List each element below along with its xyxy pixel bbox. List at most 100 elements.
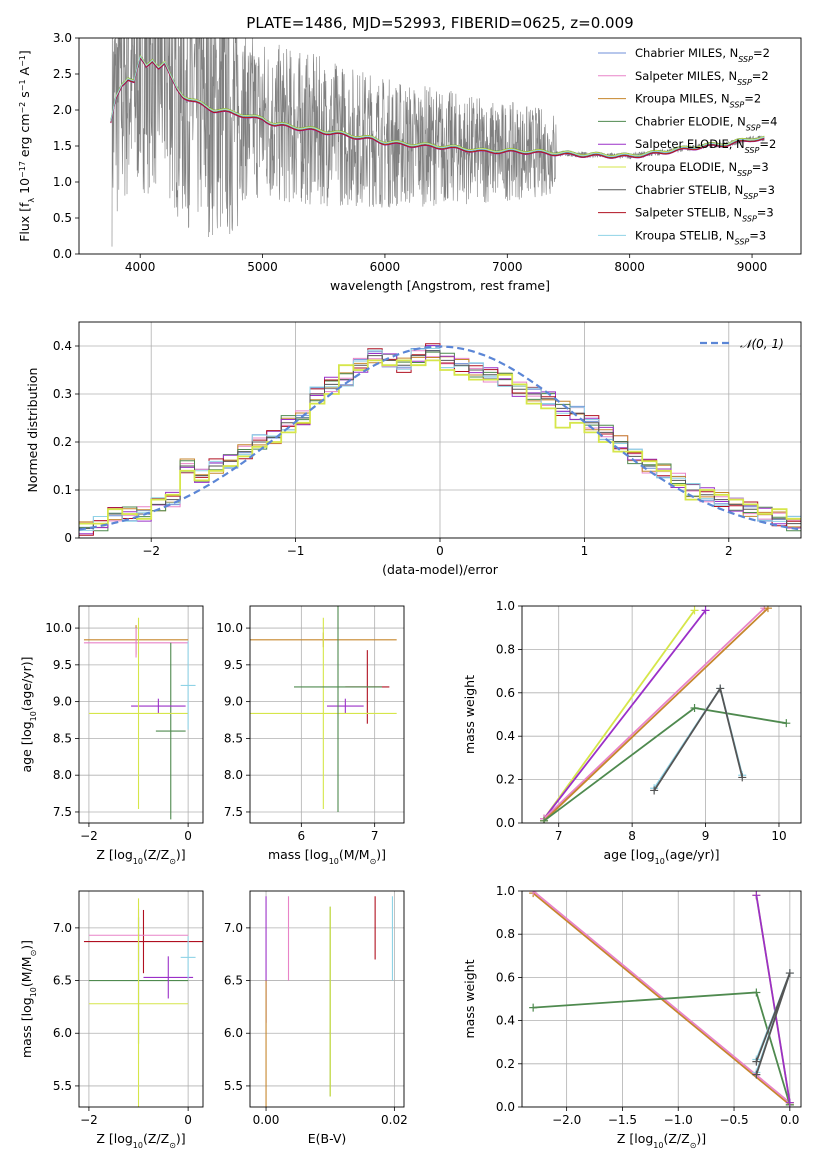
y-tick-label: 8.5 [224,731,243,745]
x-tick-label: 0 [184,829,192,843]
plot-area [522,891,801,1107]
plot-area [250,606,404,823]
x-tick-label: −2.0 [552,1113,581,1127]
weight-line-kroupa-elodie [543,609,696,820]
x-tick-label: 0 [436,544,444,558]
y-tick-label: 0.0 [496,1100,515,1114]
y-axis-label: age [log10(age/yr)] [19,656,38,772]
x-tick-label: 4000 [125,260,156,274]
weight-line-chabrier-stelib [755,972,791,1075]
weight-line-chabrier-elodie [543,707,787,822]
figure-title: PLATE=1486, MJD=52993, FIBERID=0625, z=0… [246,14,633,32]
weight-line-kroupa-miles [543,607,769,822]
weight-marker [752,988,761,997]
chart-massweight-vs-Z: −2.0 −1.5 −1.0 −0.5 0.0 0.0 0.2 0.4 0.6 0.8 1.0 Z [… [462,884,802,1150]
y-tick-label: 9.5 [53,658,72,672]
x-tick-label: −1.5 [608,1113,637,1127]
y-tick-label: 0.2 [53,435,72,449]
x-axis-label: mass [log10(M/M⊙)] [268,847,386,866]
weight-marker [690,606,699,615]
weight-line-salpeter-miles [532,891,791,1104]
legend-label: Salpeter MILES, NSSP=2 [635,69,769,87]
y-tick-label: 0.2 [496,773,515,787]
legend-label: Kroupa STELIB, NSSP=3 [635,228,766,246]
y-axis-label: mass weight [462,675,477,754]
y-axis-label: mass weight [462,959,477,1038]
y-tick-label: 0 [64,531,72,545]
y-tick-label: 0.6 [496,686,515,700]
x-tick-label: 6 [298,829,306,843]
y-tick-label: 0.3 [53,387,72,401]
model-line-salpeter-stelib [110,56,765,159]
legend: Chabrier MILES, NSSP=2 Salpeter MILES, NS… [598,46,777,246]
legend-label: Kroupa ELODIE, NSSP=3 [635,160,769,178]
legend-label: 𝒩(0, 1) [740,337,784,351]
normal-curve [79,345,799,531]
weight-marker [752,1057,761,1066]
plot-area [250,891,404,1107]
y-tick-label: 0.0 [53,247,72,261]
axes-frame [78,605,204,824]
y-tick-label: 0.4 [496,1014,515,1028]
weight-marker [763,606,772,613]
y-tick-label: 10.0 [45,621,72,635]
y-tick-label: 0.2 [496,1057,515,1071]
x-tick-label: 0.02 [381,1113,408,1127]
hist-kroupa-elodie [79,359,801,525]
x-tick-label: −1 [287,544,305,558]
y-tick-label: 0.0 [496,816,515,830]
plot-area [522,606,801,823]
axes-frame [249,605,405,824]
y-tick-label: 1.0 [496,599,515,613]
y-tick-label: 8.5 [53,731,72,745]
y-tick-label: 7.0 [224,921,243,935]
y-tick-label: 0.5 [53,211,72,225]
x-tick-label: −2 [80,1113,98,1127]
y-tick-label: 0.6 [496,970,515,984]
y-tick-label: 8.0 [224,768,243,782]
x-axis-label: Z [log10(Z/Z⊙)] [617,1131,706,1150]
weight-marker [752,1070,761,1079]
plot-area [79,322,801,538]
y-tick-label: 5.5 [224,1079,243,1093]
y-tick-label: 9.0 [224,695,243,709]
y-tick-label: 8.0 [53,768,72,782]
weight-marker [785,969,794,978]
weight-marker [650,786,659,795]
y-tick-label: 10.0 [216,621,243,635]
plot-area [79,606,203,823]
weight-marker [716,684,725,693]
y-tick-label: 3.0 [53,31,72,45]
chart-age-vs-mass: 6 7 7.5 8.0 8.5 9.0 9.5 10.0 mass [log10(M/M⊙)] [216,605,405,866]
weight-line-salpeter-elodie [755,895,791,1103]
weight-line-chabrier-elodie [533,991,791,1106]
axes-frame [521,605,802,824]
model-line-kroupa-stelib [110,55,765,158]
x-axis-label: E(B-V) [308,1131,347,1146]
legend-label: Chabrier MILES, NSSP=2 [635,46,770,64]
plot-area [79,891,203,1107]
legend-label: Kroupa MILES, NSSP=2 [635,92,761,110]
x-tick-label: 6000 [370,260,401,274]
x-tick-label: 7 [555,829,563,843]
y-tick-label: 6.5 [224,974,243,988]
y-tick-label: 7.5 [224,805,243,819]
x-tick-label: 9000 [737,260,768,274]
axes-frame [249,890,405,1108]
x-tick-label: 9 [702,829,710,843]
legend-label: Chabrier ELODIE, NSSP=4 [635,114,777,131]
weight-marker [529,1003,538,1012]
y-tick-label: 2.5 [53,67,72,81]
y-tick-label: 2.0 [53,103,72,117]
chart-age-vs-Z: −2 0 7.5 8.0 8.5 9.0 9.5 10.0 Z [log10(Z/Z⊙)] age… [19,605,204,866]
legend-label: Chabrier STELIB, NSSP=3 [635,183,775,201]
x-axis-label: Z [log10(Z/Z⊙)] [96,1131,185,1150]
plot-area [110,38,765,247]
x-tick-label: 5000 [247,260,278,274]
y-tick-label: 1.0 [496,884,515,898]
x-tick-label: −2 [80,829,98,843]
x-tick-label: 1 [581,544,589,558]
x-tick-label: 0.00 [253,1113,280,1127]
x-tick-label: 0 [184,1113,192,1127]
